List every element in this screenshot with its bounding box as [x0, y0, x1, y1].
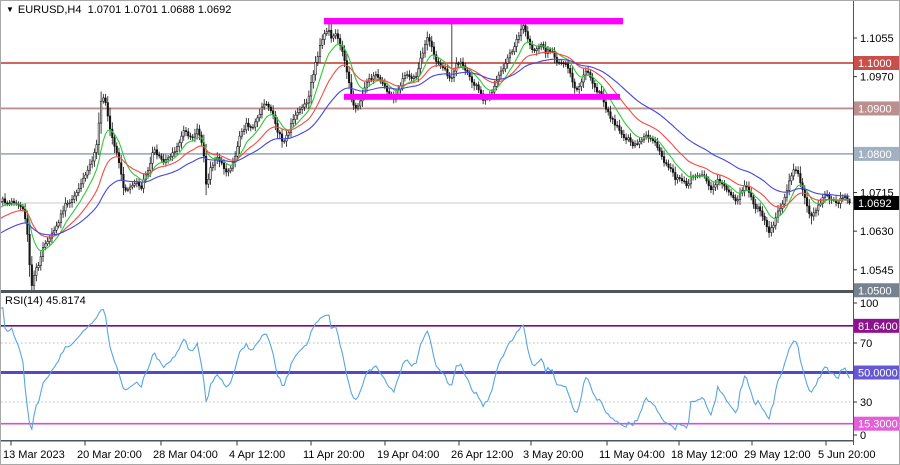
svg-text:4 Apr 12:00: 4 Apr 12:00	[229, 449, 285, 461]
rsi-indicator-label: RSI(14) 45.8174	[5, 295, 86, 307]
symbol-ohlc-text: EURUSD,H4 1.0701 1.0701 1.0688 1.0692	[17, 4, 232, 16]
svg-text:1.0800: 1.0800	[858, 149, 892, 161]
svg-text:13 Mar 2023: 13 Mar 2023	[3, 449, 65, 461]
svg-text:5 Jun 20:00: 5 Jun 20:00	[818, 449, 876, 461]
svg-text:3 May 20:00: 3 May 20:00	[523, 449, 584, 461]
svg-text:100: 100	[860, 298, 878, 310]
svg-text:1.1000: 1.1000	[858, 58, 892, 70]
svg-text:26 Apr 12:00: 26 Apr 12:00	[451, 449, 513, 461]
svg-text:11 May 04:00: 11 May 04:00	[599, 449, 665, 461]
svg-text:81.6400: 81.6400	[858, 321, 898, 333]
svg-text:30: 30	[860, 397, 872, 409]
rsi-axis: 100 70 30 0 81.6400 50.0000 15.3000	[853, 298, 899, 442]
candles-layer	[1, 18, 851, 290]
ma-line-slow	[1, 58, 850, 236]
svg-text:28 Mar 04:00: 28 Mar 04:00	[153, 449, 218, 461]
svg-text:1.0692: 1.0692	[858, 198, 892, 210]
resistance-zones[interactable]	[324, 18, 623, 100]
svg-text:29 May 12:00: 29 May 12:00	[744, 449, 811, 461]
ma-line-fast	[1, 41, 850, 252]
panel-separator[interactable]	[1, 290, 900, 293]
svg-text:1.0900: 1.0900	[858, 103, 892, 115]
ma-line-medium	[1, 51, 850, 238]
svg-text:11 Apr 20:00: 11 Apr 20:00	[303, 449, 365, 461]
symbol-dropdown-arrow-icon[interactable]: ▼	[6, 5, 14, 14]
rsi-panel	[1, 325, 853, 425]
svg-text:18 May 12:00: 18 May 12:00	[671, 449, 738, 461]
svg-text:15.3000: 15.3000	[858, 419, 898, 431]
price-axis: 1.10551.09701.07151.06301.05451.10001.09…	[853, 1, 899, 464]
rsi-bottom-border	[1, 440, 899, 442]
svg-text:1.0970: 1.0970	[860, 72, 894, 84]
svg-text:1.0630: 1.0630	[860, 226, 894, 238]
svg-text:20 Mar 20:00: 20 Mar 20:00	[77, 449, 142, 461]
svg-text:1.0545: 1.0545	[860, 265, 894, 277]
svg-text:19 Apr 04:00: 19 Apr 04:00	[377, 449, 439, 461]
svg-text:1.0500: 1.0500	[858, 285, 892, 297]
svg-text:50.0000: 50.0000	[858, 368, 898, 380]
date-axis: 13 Mar 2023 20 Mar 20:00 28 Mar 04:00 4 Apr…	[3, 441, 876, 461]
rsi-line	[1, 306, 850, 432]
svg-text:70: 70	[860, 338, 872, 350]
support-resistance-lines[interactable]	[1, 62, 853, 155]
svg-text:1.1055: 1.1055	[860, 33, 894, 45]
chart-header: ▼ EURUSD,H4 1.0701 1.0701 1.0688 1.0692	[6, 4, 231, 16]
svg-text:0: 0	[860, 430, 866, 442]
